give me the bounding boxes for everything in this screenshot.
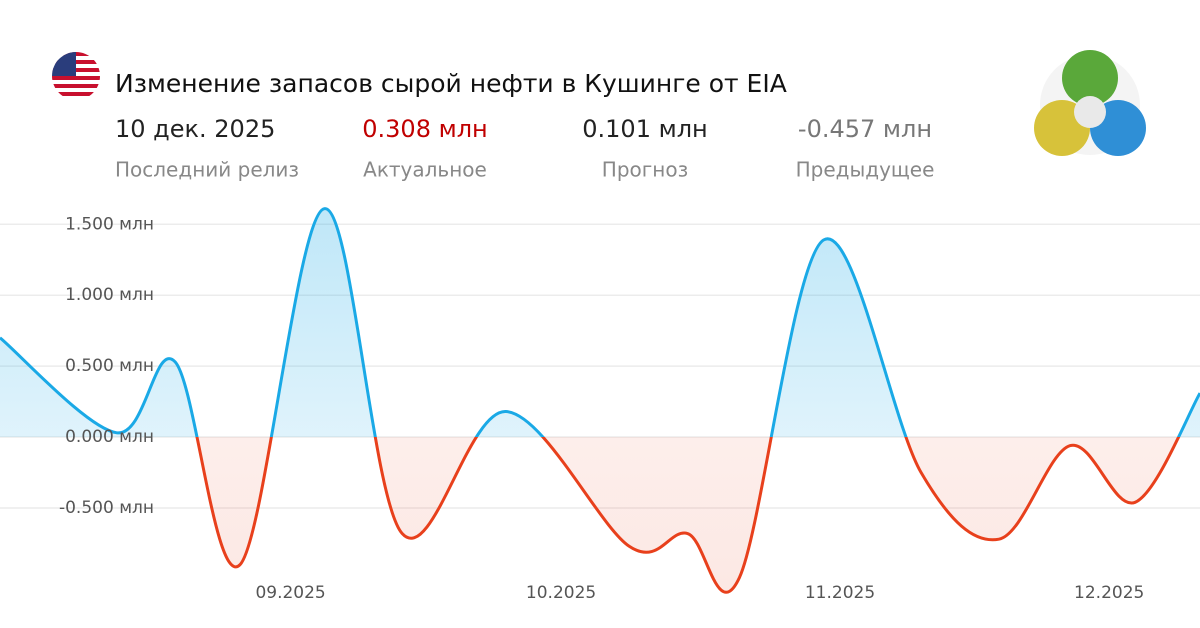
x-tick-label: 12.2025 — [1074, 583, 1144, 603]
y-tick-label: 1.500 млн — [65, 214, 154, 234]
previous-value: -0.457 млн — [798, 115, 932, 143]
release-label: Последний релиз — [115, 158, 299, 182]
actual-value: 0.308 млн — [362, 115, 487, 143]
area-negative — [0, 437, 1200, 593]
release-date: 10 дек. 2025 — [115, 115, 275, 143]
y-tick-label: 1.000 млн — [65, 285, 154, 305]
logo — [1034, 50, 1146, 156]
title: Изменение запасов сырой нефти в Кушинге … — [115, 69, 787, 98]
line-negative — [195, 437, 1181, 594]
area-positive — [0, 208, 1200, 438]
forecast-label: Прогноз — [602, 158, 688, 182]
forecast-value: 0.101 млн — [582, 115, 707, 143]
y-tick-label: 0.500 млн — [65, 356, 154, 376]
previous-label: Предыдущее — [796, 158, 935, 182]
y-tick-label: -0.500 млн — [59, 498, 154, 518]
actual-label: Актуальное — [363, 158, 487, 182]
x-tick-label: 10.2025 — [526, 583, 596, 603]
y-tick-label: 0.000 млн — [65, 427, 154, 447]
x-tick-label: 09.2025 — [255, 583, 325, 603]
flag — [52, 52, 100, 100]
x-tick-label: 11.2025 — [805, 583, 875, 603]
